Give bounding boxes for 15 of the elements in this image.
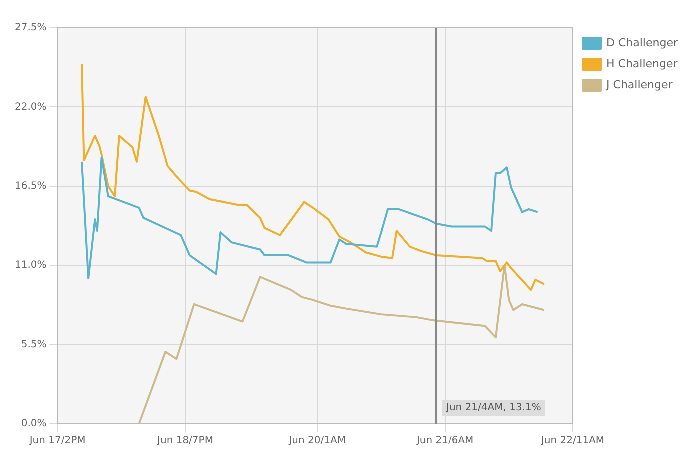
legend-label: H Challenger: [606, 57, 678, 70]
y-tick-label: 16.5%: [14, 180, 47, 192]
ref-line-label: Jun 21/4AM, 13.1%: [445, 402, 542, 414]
y-tick-label: 11.0%: [14, 260, 47, 272]
y-tick-label: 22.0%: [14, 102, 47, 113]
y-tick-label: 27.5%: [14, 22, 47, 34]
legend-label: D Challenger: [606, 36, 678, 50]
y-tick-label: 5.5%: [21, 339, 47, 350]
legend-label: J Challenger: [606, 78, 674, 92]
x-tick-label: Jun 18/7PM: [156, 436, 214, 447]
x-tick-label: Jun 17/2PM: [28, 436, 86, 447]
y-tick-label: 0.0%: [21, 418, 47, 430]
x-tick-label: Jun 20/1AM: [288, 436, 346, 447]
x-tick-label: Jun 22/11AM: [540, 436, 605, 447]
x-tick-label: Jun 21/6AM: [416, 436, 474, 447]
